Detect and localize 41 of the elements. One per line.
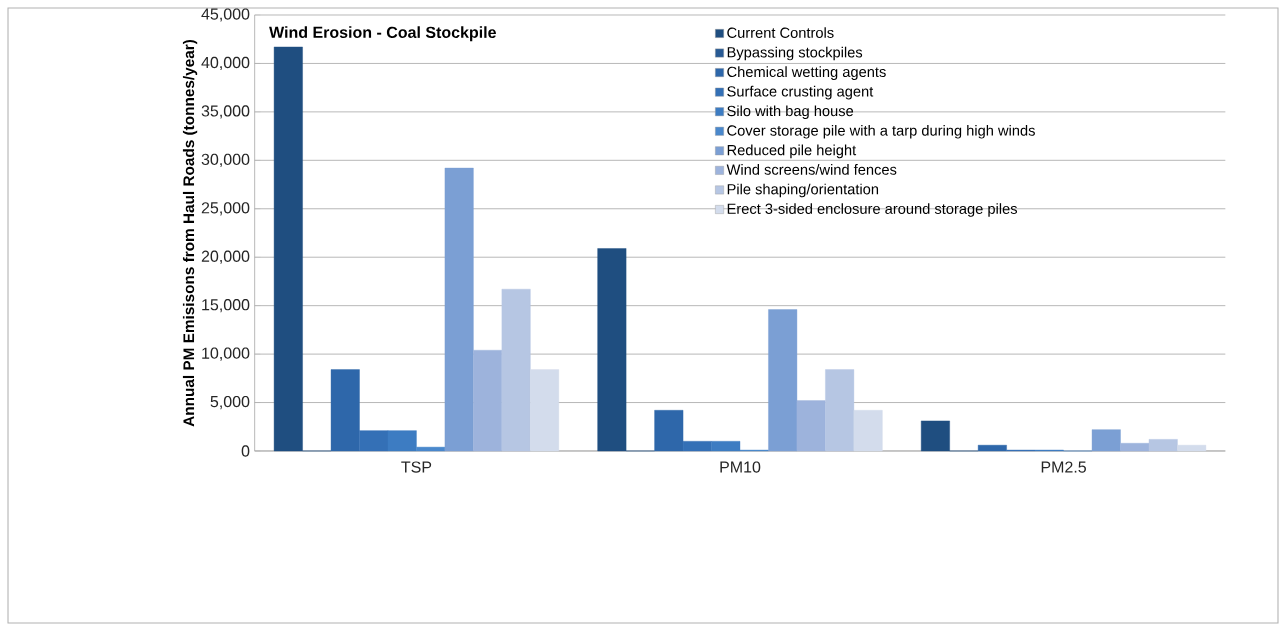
legend-label: Current Controls — [727, 27, 834, 38]
y-tick-label: 0 — [241, 445, 250, 457]
legend-label: Wind screens/wind fences — [726, 164, 897, 175]
y-tick-label: 45,000 — [201, 8, 250, 22]
y-axis-title: Annual PM Emisisons from Haul Roads (tonnes/year) — [182, 39, 198, 427]
bar — [853, 410, 883, 452]
legend-label: Pile shaping/orientation — [727, 183, 879, 198]
y-tick-label: 20,000 — [201, 250, 250, 264]
bar — [1148, 439, 1178, 452]
legend-label: Erect 3-sided enclosure around storage piles — [727, 203, 1018, 217]
bar — [1177, 444, 1207, 452]
bar — [273, 46, 303, 452]
bar — [530, 369, 560, 452]
y-tick-label: 35,000 — [201, 105, 250, 119]
bar — [1120, 443, 1150, 452]
bar — [796, 400, 826, 452]
bar — [501, 288, 531, 452]
legend-label: Surface crusting agent — [727, 85, 874, 100]
x-tick-label: TSP — [401, 461, 432, 473]
legend-label: Reduced pile height — [727, 144, 857, 159]
bar — [597, 248, 627, 452]
bar — [1091, 429, 1121, 452]
bar — [825, 369, 855, 452]
bar — [768, 309, 798, 452]
y-tick-label: 10,000 — [202, 347, 250, 361]
legend-label: Bypassing stockpiles — [727, 46, 863, 61]
bar — [444, 167, 474, 452]
legend-label: Cover storage pile with a tarp during high winds — [727, 124, 1035, 139]
bar — [473, 350, 503, 452]
x-tick-label: PM2.5 — [1041, 461, 1086, 473]
y-tick-label: 15,000 — [202, 299, 250, 313]
x-tick-label: PM10 — [720, 461, 761, 473]
y-tick-label: 5,000 — [210, 395, 250, 410]
y-tick-label: 40,000 — [201, 56, 250, 71]
y-tick-label: 25,000 — [201, 202, 250, 216]
bar — [920, 420, 950, 452]
legend-label: Silo with bag house — [727, 105, 854, 120]
y-tick-label: 30,000 — [201, 153, 250, 167]
text: Wind Erosion - Coal Stockpile — [269, 26, 496, 42]
legend-label: Chemical wetting agents — [727, 66, 886, 80]
bar — [416, 446, 446, 452]
